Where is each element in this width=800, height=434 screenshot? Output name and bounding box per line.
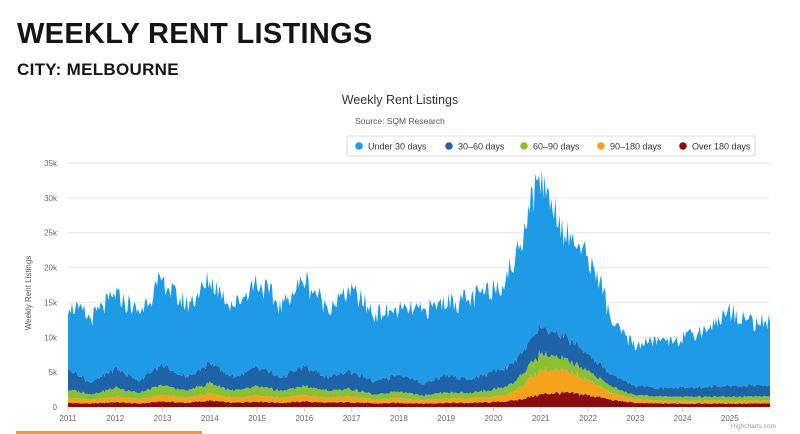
y-tick-label: 5k xyxy=(49,368,58,377)
x-tick-label: 2024 xyxy=(674,414,692,423)
x-tick-label: 2022 xyxy=(579,414,597,423)
chart-legend: Under 30 days 30–60 days 60–90 days 90–180 … xyxy=(355,142,751,152)
x-tick-label: 2013 xyxy=(154,414,172,423)
y-tick-label: 15k xyxy=(44,298,58,307)
x-axis: 2011 2012 2013 2014 2015 2016 2017 2018 2019 2020… xyxy=(59,407,739,423)
x-tick-label: 2011 xyxy=(59,414,77,423)
series-area[interactable] xyxy=(68,169,770,390)
series-area[interactable] xyxy=(68,320,770,398)
legend-marker[interactable] xyxy=(355,142,363,150)
series-areas xyxy=(68,169,770,407)
x-tick-label: 2012 xyxy=(106,414,124,423)
legend-label[interactable]: 90–180 days xyxy=(610,142,662,152)
x-tick-label: 2016 xyxy=(295,414,313,423)
x-tick-label: 2015 xyxy=(248,414,266,423)
y-tick-label: 0 xyxy=(53,403,58,412)
legend-label[interactable]: Under 30 days xyxy=(368,142,427,152)
y-tick-label: 25k xyxy=(44,229,58,238)
x-tick-label: 2021 xyxy=(532,414,550,423)
x-tick-label: 2017 xyxy=(343,414,361,423)
chart-credits[interactable]: Highcharts.com xyxy=(731,423,776,430)
legend-label[interactable]: 30–60 days xyxy=(458,142,505,152)
legend-marker[interactable] xyxy=(520,142,528,150)
weekly-rent-chart: Weekly Rent Listings Source: SQM Researc… xyxy=(24,93,776,430)
legend-label[interactable]: 60–90 days xyxy=(533,142,580,152)
legend-label[interactable]: Over 180 days xyxy=(692,142,751,152)
y-tick-label: 30k xyxy=(44,194,58,203)
legend-marker[interactable] xyxy=(679,142,687,150)
series-area[interactable] xyxy=(68,366,770,404)
legend-box xyxy=(346,135,756,157)
series-area[interactable] xyxy=(68,391,770,407)
x-tick-label: 2018 xyxy=(390,414,408,423)
y-tick-label: 20k xyxy=(44,264,58,273)
chart-title: Weekly Rent Listings xyxy=(342,93,459,107)
series-area[interactable] xyxy=(68,350,770,402)
chart-subtitle: Source: SQM Research xyxy=(355,116,445,126)
page-heading: WEEKLY RENT LISTINGS xyxy=(17,18,373,50)
x-tick-label: 2020 xyxy=(485,414,503,423)
y-tick-label: 10k xyxy=(44,333,58,342)
x-tick-label: 2023 xyxy=(626,414,644,423)
page-subheading: CITY: MELBOURNE xyxy=(17,60,179,79)
accent-underline xyxy=(16,431,202,434)
y-axis: 0 5k 10k 15k 20k 25k 30k 35k xyxy=(44,159,58,412)
y-tick-label: 35k xyxy=(44,159,58,168)
legend-marker[interactable] xyxy=(445,142,453,150)
y-axis-label: Weekly Rent Listings xyxy=(24,256,33,331)
legend-marker[interactable] xyxy=(597,142,605,150)
x-tick-label: 2025 xyxy=(721,414,739,423)
x-tick-label: 2019 xyxy=(437,414,455,423)
x-tick-label: 2014 xyxy=(201,414,219,423)
